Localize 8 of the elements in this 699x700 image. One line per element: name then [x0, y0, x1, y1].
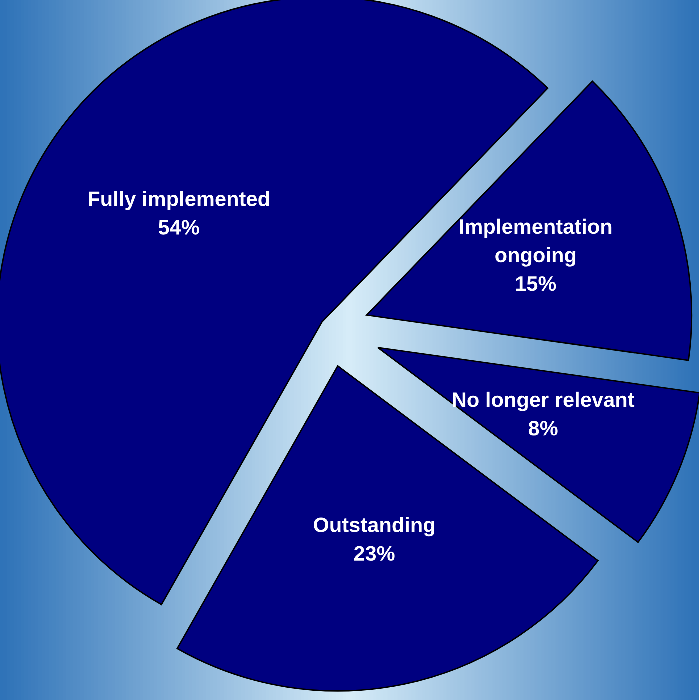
data-label: 15% — [516, 276, 556, 292]
data-label: 54% — [158, 220, 200, 235]
data-label: 8% — [528, 421, 558, 436]
slice-label: Fully implemented — [89, 191, 270, 211]
slice-label: Implementation ongoing — [460, 218, 612, 267]
data-label: 23% — [354, 546, 395, 562]
slice-label: Outstanding — [314, 517, 434, 537]
slice-label: No longer relevant — [453, 392, 635, 412]
